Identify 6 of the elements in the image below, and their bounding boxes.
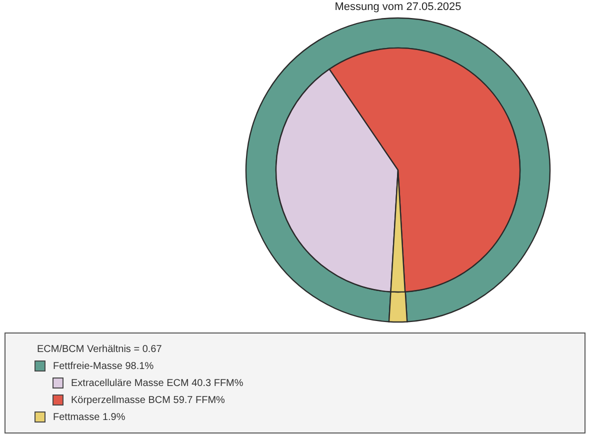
legend-label: Fettfreie-Masse 98.1% — [53, 361, 154, 372]
text: ECM/BCM Verhältnis = 0.67 — [37, 344, 162, 355]
legend-label: Extracelluläre Masse ECM 40.3 FFM% — [71, 378, 244, 389]
legend-label: Körperzellmasse BCM 59.7 FFM% — [71, 395, 226, 406]
chart-title: Messung vom 27.05.2025 — [334, 1, 462, 13]
legend-label: Fettmasse 1.9% — [53, 412, 126, 423]
